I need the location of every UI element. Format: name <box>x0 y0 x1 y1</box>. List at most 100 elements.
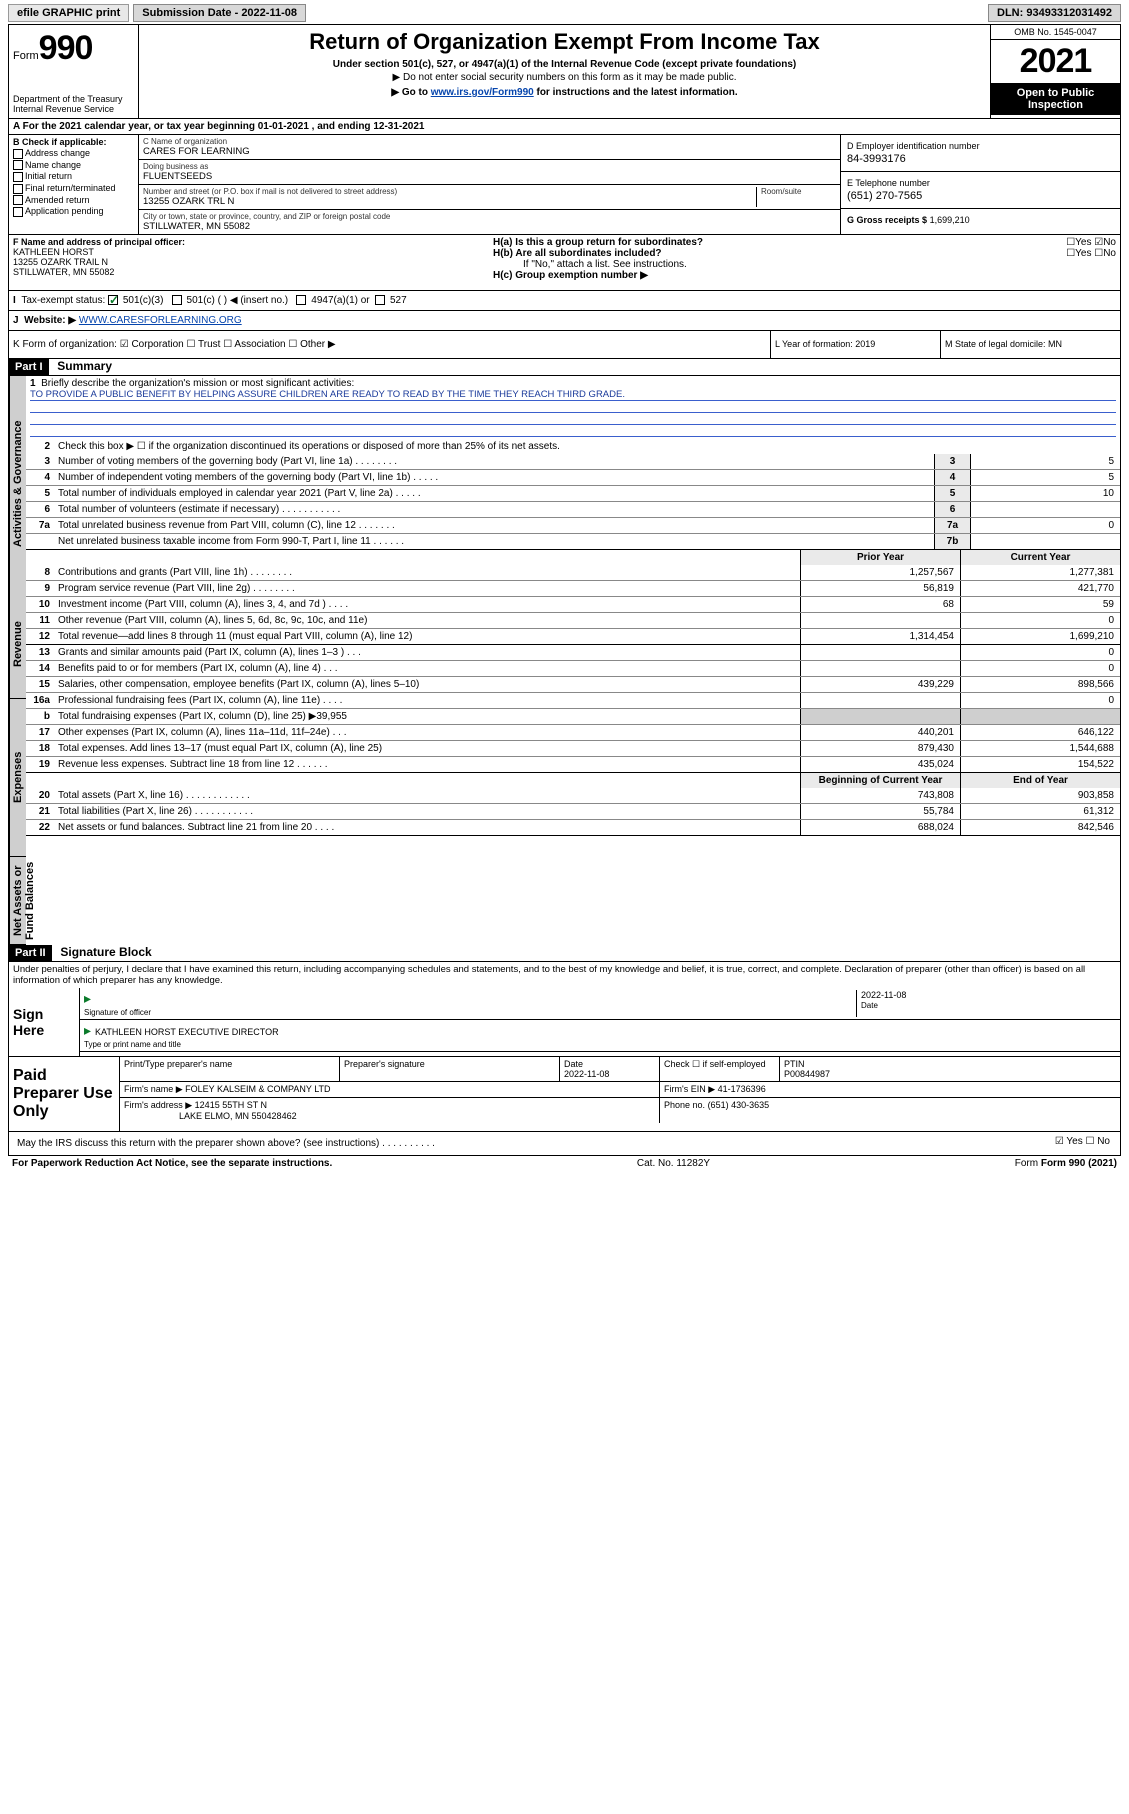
line-value: 5 <box>970 454 1120 469</box>
line-text: Investment income (Part VIII, column (A)… <box>54 597 800 612</box>
form-subtitle-1: Under section 501(c), 527, or 4947(a)(1)… <box>145 59 984 70</box>
gross-receipts-label: G Gross receipts $ <box>847 215 927 225</box>
form-label: Form <box>13 50 39 62</box>
ptin-value: P00844987 <box>784 1069 830 1079</box>
prior-year-value: 879,430 <box>800 741 960 756</box>
dept-label: Department of the Treasury <box>13 94 134 104</box>
phone-value: (651) 270-7565 <box>847 190 1114 202</box>
chk-application-pending[interactable]: Application pending <box>13 206 134 217</box>
line-num: 17 <box>26 725 54 740</box>
mission-blank-1 <box>30 401 1116 413</box>
line-num: 3 <box>26 454 54 469</box>
col-b-checkboxes: B Check if applicable: Address change Na… <box>9 135 139 234</box>
line-num: 9 <box>26 581 54 596</box>
org-name: CARES FOR LEARNING <box>143 146 836 157</box>
line-text: Total assets (Part X, line 16) . . . . .… <box>54 788 800 803</box>
chk-501c <box>172 295 182 305</box>
officer-addr2: STILLWATER, MN 55082 <box>13 267 114 277</box>
efile-print-button[interactable]: efile GRAPHIC print <box>8 4 129 22</box>
prior-year-value: 68 <box>800 597 960 612</box>
line-text: Total unrelated business revenue from Pa… <box>54 518 934 533</box>
city-state-zip: STILLWATER, MN 55082 <box>143 221 836 232</box>
line-box: 5 <box>934 486 970 501</box>
row-a-tax-year: A For the 2021 calendar year, or tax yea… <box>9 119 1120 135</box>
opt-501c3: 501(c)(3) <box>123 295 164 306</box>
form-header: Form990 Department of the Treasury Inter… <box>9 25 1120 119</box>
footer-form: Form Form 990 (2021) <box>1015 1158 1117 1169</box>
line-text: Grants and similar amounts paid (Part IX… <box>54 645 800 660</box>
line-num: 7a <box>26 518 54 533</box>
line-num: 15 <box>26 677 54 692</box>
open-inspection-badge: Open to Public Inspection <box>991 83 1120 115</box>
current-year-value: 1,544,688 <box>960 741 1120 756</box>
side-expenses: Expenses <box>9 699 26 857</box>
line-num: 16a <box>26 693 54 708</box>
street-address: 13255 OZARK TRL N <box>143 196 756 207</box>
dba-hint: Doing business as <box>143 162 836 171</box>
pp-sig-label: Preparer's signature <box>344 1059 425 1069</box>
dba-name: FLUENTSEEDS <box>143 171 836 182</box>
line-num: 6 <box>26 502 54 517</box>
line-num: 18 <box>26 741 54 756</box>
mission-blank-3 <box>30 425 1116 437</box>
current-year-value: 59 <box>960 597 1120 612</box>
line-text: Number of independent voting members of … <box>54 470 934 485</box>
line-text: Total fundraising expenses (Part IX, col… <box>54 709 800 724</box>
opt-501c: 501(c) ( ) ◀ (insert no.) <box>187 295 289 306</box>
firm-name-value: FOLEY KALSEIM & COMPANY LTD <box>185 1084 330 1094</box>
line-num: 20 <box>26 788 54 803</box>
may-irs-yesno: ☑ Yes ☐ No <box>996 1136 1116 1151</box>
line-num <box>26 534 54 549</box>
prior-year-value: 56,819 <box>800 581 960 596</box>
chk-final-return[interactable]: Final return/terminated <box>13 183 134 194</box>
row-l-year-formation: L Year of formation: 2019 <box>770 331 940 358</box>
line-box: 7b <box>934 534 970 549</box>
footer-catno: Cat. No. 11282Y <box>332 1158 1014 1169</box>
chk-amended-return[interactable]: Amended return <box>13 195 134 206</box>
firm-phone-value: (651) 430-3635 <box>708 1100 770 1110</box>
officer-label: F Name and address of principal officer: <box>13 237 185 247</box>
line-box: 6 <box>934 502 970 517</box>
chk-name-change[interactable]: Name change <box>13 160 134 171</box>
line2-text: Check this box ▶ ☐ if the organization d… <box>54 439 1120 454</box>
line-num: 14 <box>26 661 54 676</box>
tax-exempt-label: Tax-exempt status: <box>21 295 105 306</box>
form-title: Return of Organization Exempt From Incom… <box>145 29 984 55</box>
hb-note: If "No," attach a list. See instructions… <box>493 259 1116 270</box>
city-hint: City or town, state or province, country… <box>143 212 836 221</box>
mission-text: TO PROVIDE A PUBLIC BENEFIT BY HELPING A… <box>30 389 1116 401</box>
sig-date-value: 2022-11-08 <box>861 990 906 1000</box>
chk-initial-return[interactable]: Initial return <box>13 171 134 182</box>
line-value <box>970 502 1120 517</box>
line-num: 22 <box>26 820 54 835</box>
goto-prefix: ▶ Go to <box>391 87 430 98</box>
ein-label: D Employer identification number <box>847 141 980 151</box>
opt-527: 527 <box>390 295 407 306</box>
line1-label: Briefly describe the organization's miss… <box>41 378 354 389</box>
line-text: Contributions and grants (Part VIII, lin… <box>54 565 800 580</box>
website-label: Website: ▶ <box>24 315 76 326</box>
current-year-value: 898,566 <box>960 677 1120 692</box>
chk-4947 <box>296 295 306 305</box>
irs-link[interactable]: www.irs.gov/Form990 <box>431 87 534 98</box>
prior-year-value: 1,314,454 <box>800 629 960 644</box>
form-subtitle-2: ▶ Do not enter social security numbers o… <box>145 72 984 83</box>
perjury-note: Under penalties of perjury, I declare th… <box>9 962 1120 988</box>
chk-address-change[interactable]: Address change <box>13 148 134 159</box>
line-num: 10 <box>26 597 54 612</box>
prior-year-value: 435,024 <box>800 757 960 772</box>
line-value: 10 <box>970 486 1120 501</box>
line-text: Professional fundraising fees (Part IX, … <box>54 693 800 708</box>
line-text: Total liabilities (Part X, line 26) . . … <box>54 804 800 819</box>
ha-label: H(a) Is this a group return for subordin… <box>493 237 703 248</box>
line-box: 3 <box>934 454 970 469</box>
submission-date-badge: Submission Date - 2022-11-08 <box>133 4 306 22</box>
line-text: Net assets or fund balances. Subtract li… <box>54 820 800 835</box>
chk-501c3 <box>108 295 118 305</box>
line-box: 7a <box>934 518 970 533</box>
current-year-value: 646,122 <box>960 725 1120 740</box>
website-link[interactable]: WWW.CARESFORLEARNING.ORG <box>79 315 242 326</box>
gross-receipts-value: 1,699,210 <box>930 215 970 225</box>
line-text: Revenue less expenses. Subtract line 18 … <box>54 757 800 772</box>
part1-header: Part I <box>9 359 49 375</box>
